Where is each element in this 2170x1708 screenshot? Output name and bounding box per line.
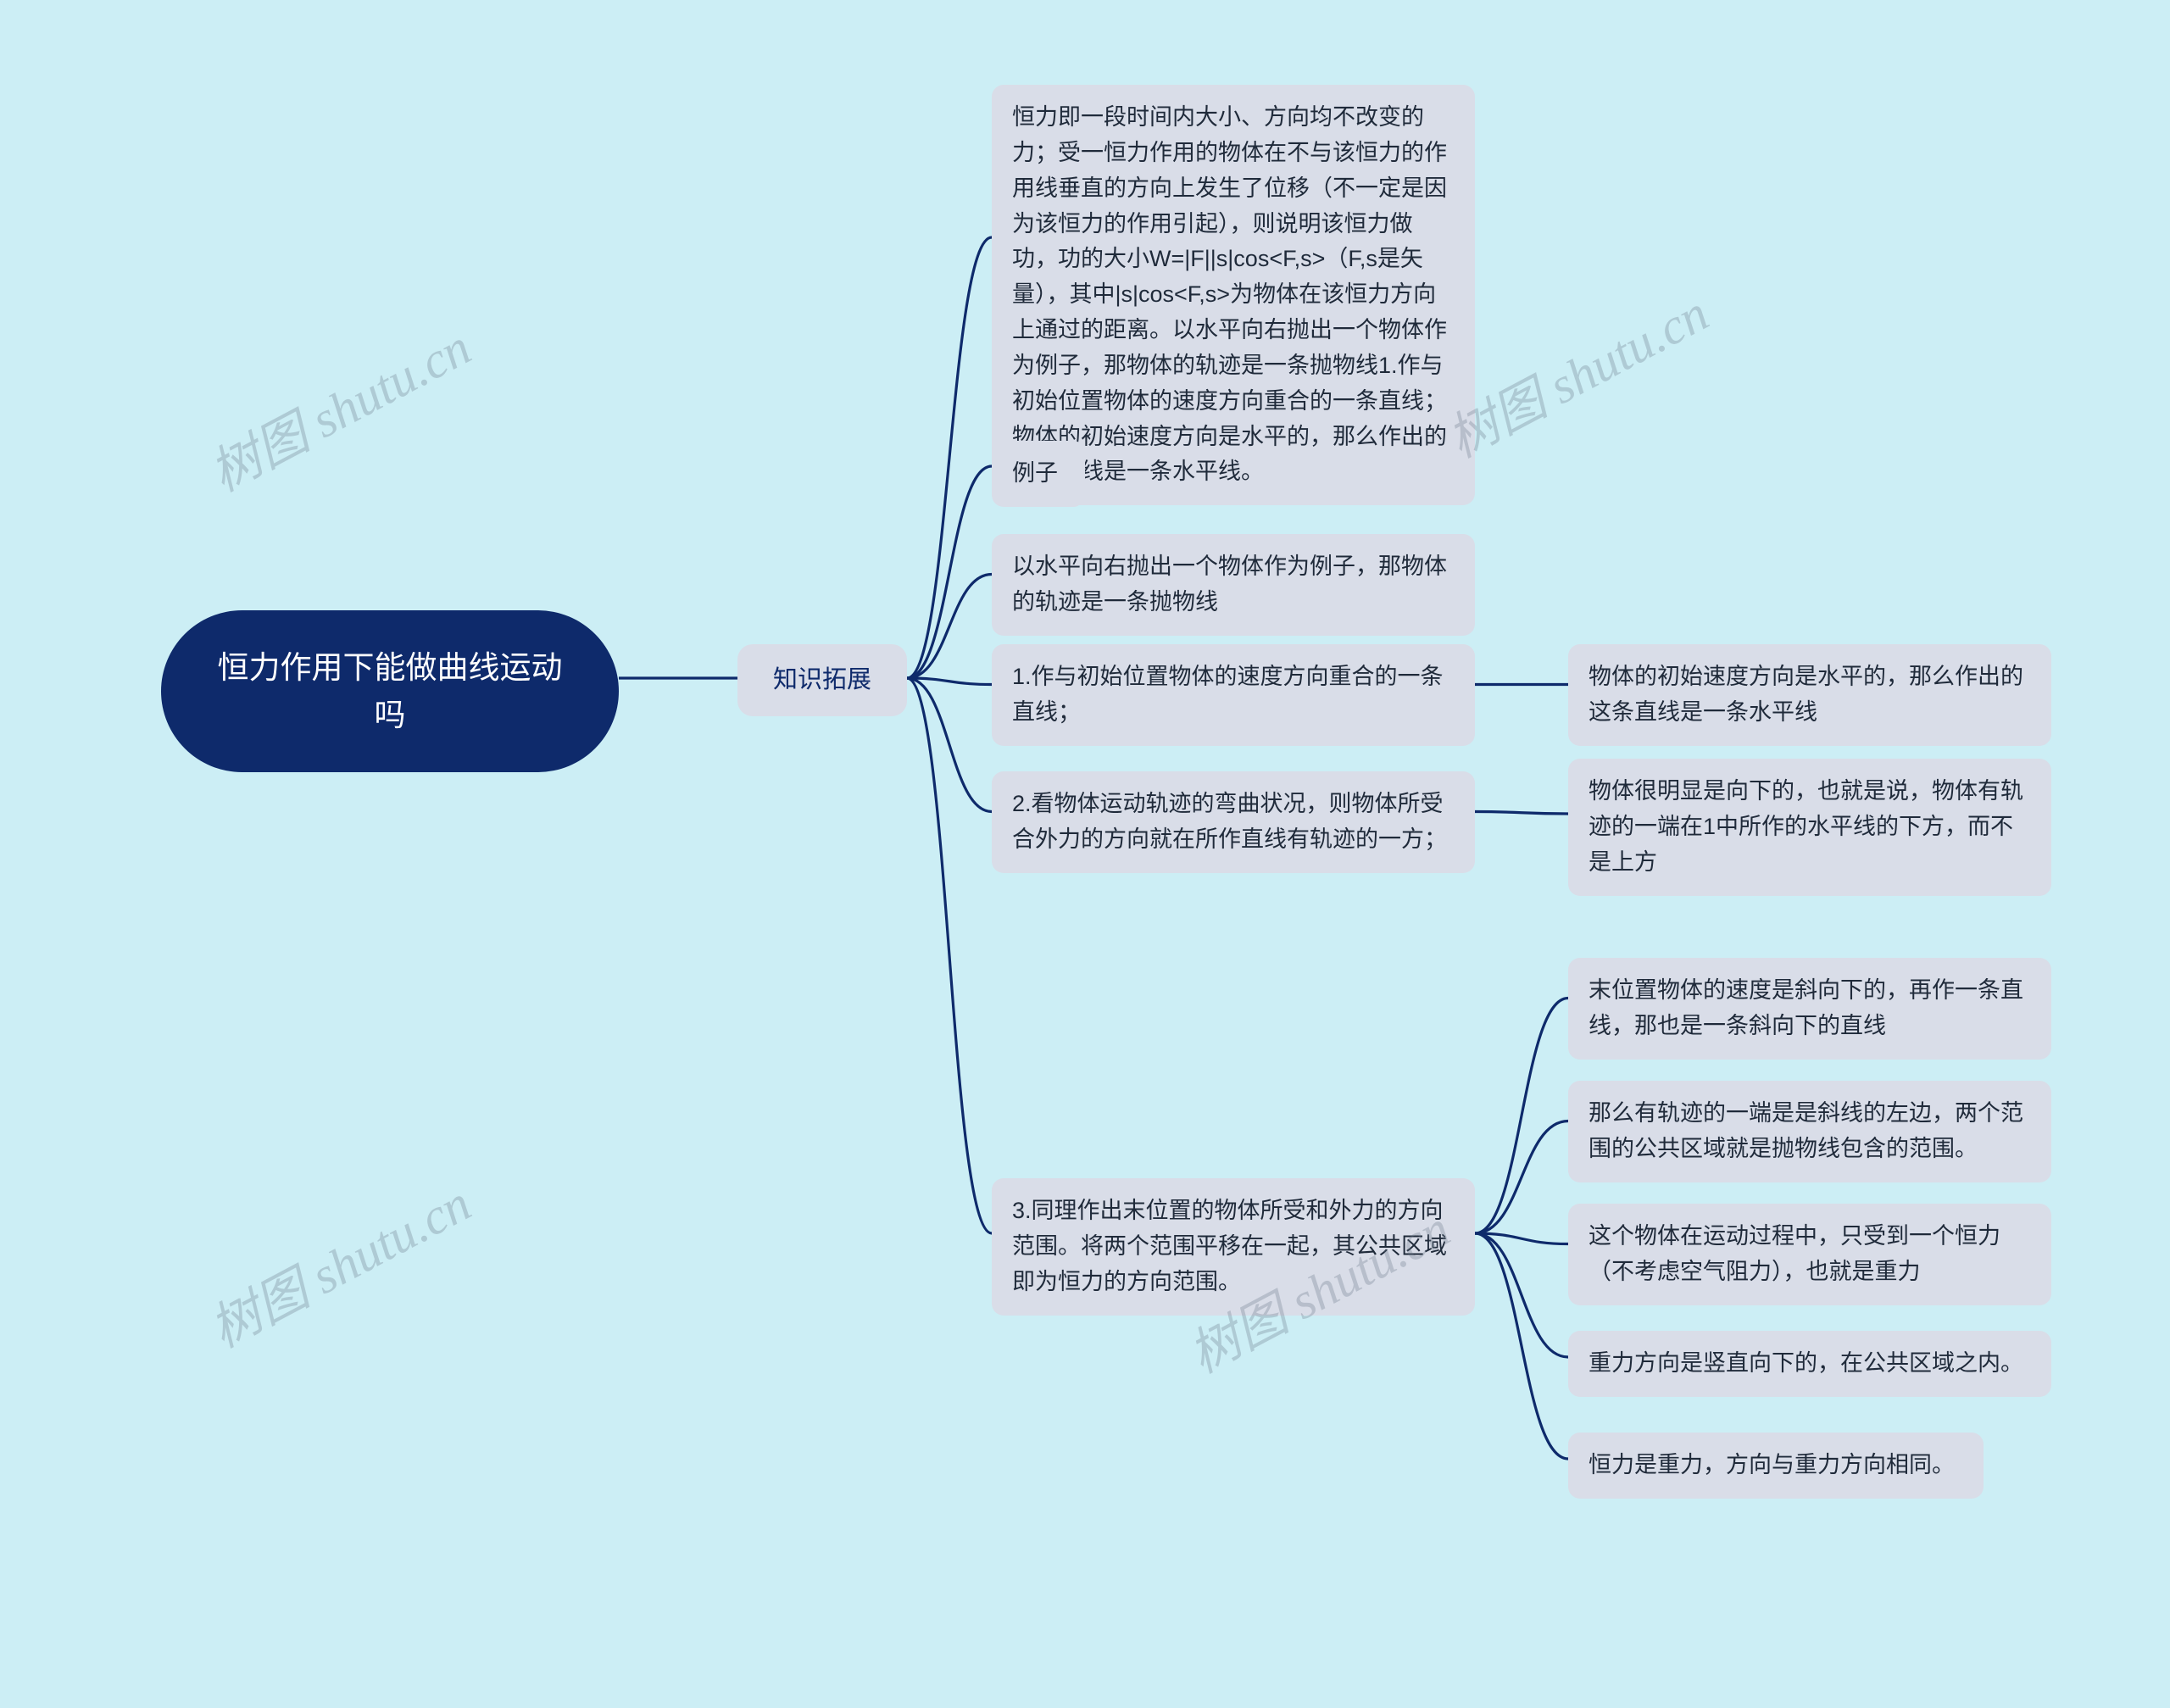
l3-node-4: 这个物体在运动过程中，只受到一个恒力（不考虑空气阻力），也就是重力	[1568, 1204, 2051, 1305]
l2-node-2: 以水平向右抛出一个物体作为例子，那物体的轨迹是一条抛物线	[992, 534, 1475, 636]
watermark: 树图 shutu.cn	[1433, 273, 1719, 472]
l2-node-5: 3.同理作出末位置的物体所受和外力的方向范围。将两个范围平移在一起，其公共区域即…	[992, 1178, 1475, 1316]
mid-node: 知识拓展	[737, 644, 907, 716]
l2-node-1: 例子	[992, 441, 1085, 507]
root-node: 恒力作用下能做曲线运动吗	[161, 610, 619, 772]
l3-node-0: 物体的初始速度方向是水平的，那么作出的这条直线是一条水平线	[1568, 644, 2051, 746]
l3-node-3: 那么有轨迹的一端是是斜线的左边，两个范围的公共区域就是抛物线包含的范围。	[1568, 1081, 2051, 1182]
watermark: 树图 shutu.cn	[195, 307, 481, 506]
l3-node-6: 恒力是重力，方向与重力方向相同。	[1568, 1433, 1984, 1499]
l3-node-1: 物体很明显是向下的，也就是说，物体有轨迹的一端在1中所作的水平线的下方，而不是上…	[1568, 759, 2051, 896]
l2-node-4: 2.看物体运动轨迹的弯曲状况，则物体所受合外力的方向就在所作直线有轨迹的一方；	[992, 771, 1475, 873]
l2-node-3: 1.作与初始位置物体的速度方向重合的一条直线；	[992, 644, 1475, 746]
mindmap-canvas: 恒力作用下能做曲线运动吗 知识拓展 恒力即一段时间内大小、方向均不改变的力；受一…	[0, 0, 2170, 1708]
l3-node-5: 重力方向是竖直向下的，在公共区域之内。	[1568, 1331, 2051, 1397]
watermark: 树图 shutu.cn	[195, 1163, 481, 1362]
l3-node-2: 末位置物体的速度是斜向下的，再作一条直线，那也是一条斜向下的直线	[1568, 958, 2051, 1060]
